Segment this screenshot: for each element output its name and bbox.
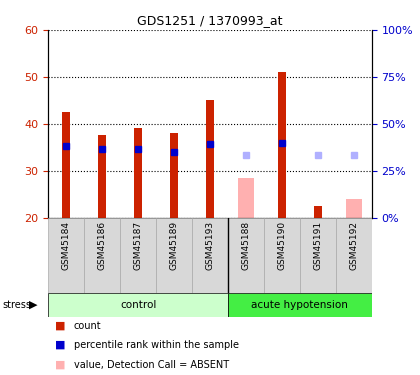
Text: ■: ■ bbox=[55, 360, 65, 370]
Text: stress: stress bbox=[2, 300, 31, 310]
Bar bbox=[314, 206, 322, 218]
Text: ■: ■ bbox=[55, 321, 65, 331]
Text: GSM45189: GSM45189 bbox=[170, 221, 178, 270]
Bar bbox=[346, 199, 362, 217]
Bar bbox=[48, 217, 84, 292]
Bar bbox=[134, 128, 142, 217]
Text: GSM45191: GSM45191 bbox=[313, 221, 322, 270]
Text: GSM45190: GSM45190 bbox=[277, 221, 286, 270]
Bar bbox=[228, 217, 264, 292]
Text: control: control bbox=[120, 300, 156, 310]
Text: value, Detection Call = ABSENT: value, Detection Call = ABSENT bbox=[74, 360, 228, 370]
Text: ■: ■ bbox=[55, 340, 65, 350]
Bar bbox=[264, 217, 300, 292]
Bar bbox=[98, 135, 106, 218]
Text: ▶: ▶ bbox=[29, 300, 37, 310]
Text: GSM45192: GSM45192 bbox=[349, 221, 358, 270]
Text: GSM45186: GSM45186 bbox=[98, 221, 107, 270]
Bar bbox=[238, 178, 254, 218]
Bar bbox=[84, 217, 120, 292]
Bar bbox=[228, 292, 372, 317]
Bar bbox=[278, 72, 286, 217]
Bar bbox=[120, 217, 156, 292]
Text: GSM45193: GSM45193 bbox=[205, 221, 215, 270]
Bar bbox=[336, 217, 372, 292]
Text: GSM45187: GSM45187 bbox=[134, 221, 143, 270]
Bar bbox=[170, 133, 178, 218]
Bar bbox=[156, 217, 192, 292]
Text: count: count bbox=[74, 321, 101, 331]
Title: GDS1251 / 1370993_at: GDS1251 / 1370993_at bbox=[137, 15, 283, 27]
Text: GSM45184: GSM45184 bbox=[62, 221, 71, 270]
Text: acute hypotension: acute hypotension bbox=[252, 300, 348, 310]
Bar bbox=[206, 100, 214, 218]
Bar bbox=[300, 217, 336, 292]
Text: percentile rank within the sample: percentile rank within the sample bbox=[74, 340, 239, 350]
Bar bbox=[62, 112, 70, 218]
Bar bbox=[192, 217, 228, 292]
Text: GSM45188: GSM45188 bbox=[241, 221, 250, 270]
Bar bbox=[48, 292, 228, 317]
